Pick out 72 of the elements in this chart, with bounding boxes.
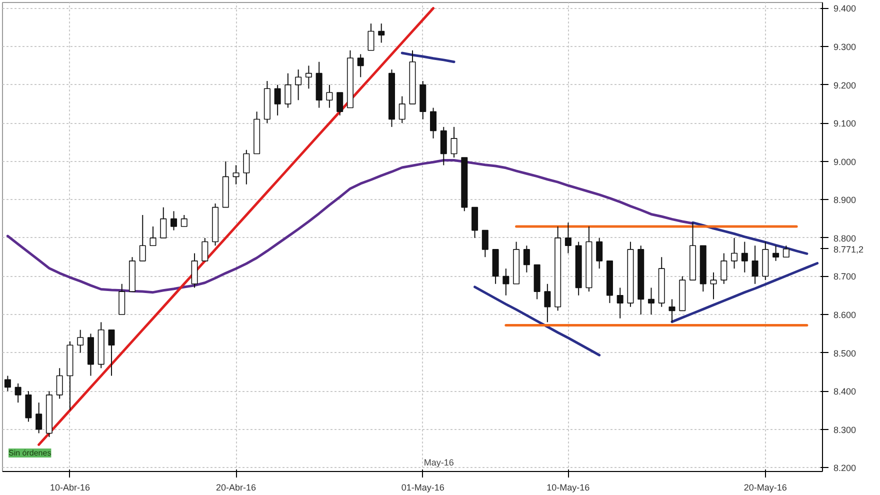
y-tick-label: 8.500 bbox=[834, 348, 856, 358]
candlestick bbox=[450, 126, 458, 158]
candlestick bbox=[191, 252, 198, 288]
candlestick bbox=[368, 23, 374, 51]
y-tick-label: 9.200 bbox=[834, 80, 856, 90]
candlestick bbox=[482, 230, 488, 258]
candlestick bbox=[472, 206, 478, 238]
candlestick bbox=[243, 149, 250, 185]
y-tick-label: 8.600 bbox=[834, 310, 856, 320]
candlestick bbox=[398, 96, 406, 124]
candlestick bbox=[502, 268, 510, 296]
candlestick bbox=[232, 164, 240, 185]
candlestick bbox=[180, 214, 188, 227]
candlestick bbox=[150, 226, 156, 246]
candlestick bbox=[430, 107, 437, 139]
y-tick-label: 9.300 bbox=[834, 42, 856, 52]
candlestick bbox=[782, 245, 790, 258]
candlestick bbox=[284, 72, 292, 108]
x-tick-label: 20-May-16 bbox=[744, 482, 787, 492]
candlestick bbox=[668, 298, 676, 323]
x-tick-label: 10-May-16 bbox=[546, 482, 590, 492]
y-tick-label: 8.900 bbox=[834, 195, 856, 206]
candlestick bbox=[720, 252, 728, 284]
y-tick-label: 8.700 bbox=[834, 272, 856, 282]
y-tick-label: 8.200 bbox=[834, 463, 856, 474]
candlestick bbox=[731, 237, 738, 270]
candlestick bbox=[170, 210, 178, 231]
candlestick bbox=[357, 54, 364, 78]
candlestick bbox=[596, 237, 603, 270]
candlestick bbox=[616, 287, 624, 319]
candlestick bbox=[274, 84, 281, 116]
y-tick-label: 9.100 bbox=[834, 118, 856, 129]
candlestick bbox=[440, 126, 447, 166]
candlestick bbox=[295, 69, 302, 101]
candlestick bbox=[544, 283, 551, 323]
line-series bbox=[670, 262, 819, 324]
line-series bbox=[474, 286, 601, 356]
candlestick bbox=[25, 390, 32, 422]
candlestick bbox=[77, 329, 84, 354]
candlestick bbox=[14, 382, 22, 404]
candlestick bbox=[326, 84, 333, 108]
candlestick bbox=[160, 206, 167, 238]
candlestick bbox=[108, 329, 115, 376]
y-tick-label: 9.000 bbox=[834, 156, 856, 167]
candlestick bbox=[741, 241, 748, 273]
x-tick-label: 01-May-16 bbox=[401, 482, 444, 492]
candlestick bbox=[36, 402, 42, 434]
candlestick bbox=[139, 214, 146, 262]
line-series bbox=[400, 52, 456, 64]
candlestick bbox=[305, 65, 312, 90]
candlestick bbox=[523, 245, 530, 273]
y-tick-label: 8.800 bbox=[834, 233, 856, 244]
x-tick-label: 10-Abr-16 bbox=[50, 482, 90, 492]
candlestick bbox=[336, 92, 344, 116]
y-tick-label: 8.300 bbox=[834, 424, 856, 435]
candlestick bbox=[648, 287, 654, 316]
x-tick-label: 20-Abr-16 bbox=[216, 482, 256, 492]
candlestick bbox=[56, 368, 63, 400]
candlestick bbox=[772, 245, 780, 262]
candlestick bbox=[752, 245, 758, 284]
annotation: Sin órdenes bbox=[8, 448, 52, 458]
y-tick-label: 8.400 bbox=[834, 386, 856, 397]
y-tick-label: 9.400 bbox=[834, 4, 856, 14]
y-tick-label: 8.771,2 bbox=[834, 244, 864, 254]
candlestick bbox=[710, 272, 717, 300]
line-series bbox=[38, 6, 435, 446]
annotation: May-16 bbox=[424, 458, 454, 468]
candlestick bbox=[202, 237, 208, 262]
candlestick bbox=[564, 222, 572, 254]
candlestick bbox=[378, 23, 385, 44]
candlestick bbox=[118, 283, 126, 316]
candlestick bbox=[4, 375, 11, 392]
